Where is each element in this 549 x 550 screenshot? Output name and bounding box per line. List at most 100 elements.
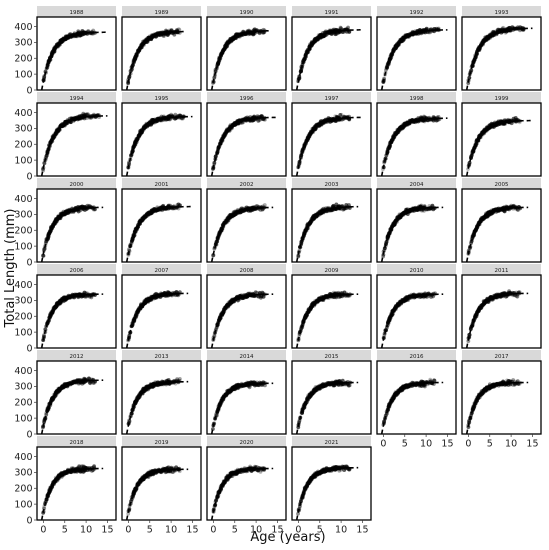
facet-panel-1998: 1998 — [376, 92, 457, 177]
y-tick-label: 300 — [14, 296, 32, 307]
facet-strip-label: 2008 — [240, 268, 254, 274]
facet-panel-1993: 1993 — [461, 6, 542, 91]
facet-strip-label: 1991 — [325, 10, 339, 16]
facet-panel-frame — [206, 188, 287, 263]
facet-strip-label: 1995 — [155, 96, 169, 102]
facet-panel-frame — [376, 274, 457, 349]
data-point — [43, 69, 48, 74]
facet-panel-frame — [121, 16, 202, 91]
y-tick-label: 200 — [14, 312, 32, 323]
y-tick-label: 400 — [14, 108, 32, 119]
fit-line-observed — [46, 31, 95, 66]
facet-strip-label: 1993 — [495, 10, 509, 16]
facet-panel-1995: 1995 — [121, 92, 202, 177]
facet-panel-2004: 2004 — [376, 178, 457, 263]
data-point — [177, 27, 182, 32]
facet-strip-label: 2002 — [240, 182, 254, 188]
facet-strip-label: 2001 — [155, 182, 169, 188]
facet-panel-frame — [291, 188, 372, 263]
data-point — [43, 69, 48, 74]
y-tick-label: 400 — [14, 280, 32, 291]
facet-panel-frame — [36, 102, 117, 177]
facet-panel-1992: 1992 — [376, 6, 457, 91]
facet-strip-label: 2007 — [155, 268, 169, 274]
y-tick-label: 200 — [14, 140, 32, 151]
facet-strip — [207, 6, 286, 17]
facet-panel-frame — [206, 102, 287, 177]
data-point — [176, 27, 181, 31]
facet-panel-frame — [376, 188, 457, 263]
y-tick-label: 0 — [26, 171, 32, 182]
y-tick-label: 300 — [14, 38, 32, 49]
y-tick-label: 100 — [14, 327, 32, 338]
facet-panel-frame — [291, 102, 372, 177]
y-tick-label: 300 — [14, 210, 32, 221]
facet-panel-frame — [376, 16, 457, 91]
data-point — [91, 28, 96, 33]
y-tick-label: 400 — [14, 194, 32, 205]
facet-strip-label: 1998 — [410, 96, 424, 102]
facet-panel-frame — [291, 16, 372, 91]
facet-panel-frame — [36, 274, 117, 349]
facet-panel-2005: 2005 — [461, 178, 542, 263]
facet-panel-frame — [461, 102, 542, 177]
data-point — [127, 161, 131, 166]
facet-panel-frame — [121, 102, 202, 177]
data-point — [262, 203, 267, 207]
facet-panel-2009: 2009 — [291, 264, 372, 349]
y-tick-label: 0 — [26, 85, 32, 96]
data-point — [127, 76, 131, 80]
facet-panel-2000: 2000 0 100 200 300 400 — [14, 178, 117, 268]
facet-panel-1991: 1991 — [291, 6, 372, 91]
facet-panel-frame — [291, 274, 372, 349]
facet-panel-2010: 2010 — [376, 264, 457, 349]
facet-panel-1996: 1996 — [206, 92, 287, 177]
facet-strip-label: 2004 — [410, 182, 424, 188]
y-tick-label: 100 — [14, 69, 32, 80]
y-tick-label: 0 — [26, 343, 32, 354]
facet-strip-label: 1994 — [70, 96, 84, 102]
y-tick-label: 200 — [14, 226, 32, 237]
data-point — [346, 25, 350, 30]
facet-strip-label: 1997 — [325, 96, 339, 102]
facet-panel-2008: 2008 — [206, 264, 287, 349]
facet-panel-1988: 1988 0 100 200 300 400 — [14, 6, 117, 96]
facet-strip-label: 2000 — [70, 182, 84, 188]
facet-panel-1994: 1994 0 100 200 300 400 — [14, 92, 117, 182]
facet-panel-1989: 1989 — [121, 6, 202, 91]
y-tick-label: 0 — [26, 257, 32, 268]
facet-panel-frame — [376, 102, 457, 177]
y-tick-label: 400 — [14, 22, 32, 33]
facet-strip-label: 2003 — [325, 182, 339, 188]
facet-panel-1997: 1997 — [291, 92, 372, 177]
facet-panel-frame — [36, 16, 117, 91]
facet-panel-frame — [206, 16, 287, 91]
y-tick-label: 300 — [14, 124, 32, 135]
facet-strip-label: 1989 — [155, 10, 169, 16]
facet-panel-frame — [121, 188, 202, 263]
data-point — [129, 68, 134, 72]
y-axis-title: Total Length (mm) — [3, 209, 18, 329]
facet-strip-label: 1996 — [240, 96, 254, 102]
facet-panel-2007: 2007 — [121, 264, 202, 349]
fit-line-observed — [131, 30, 180, 66]
y-tick-label: 200 — [14, 54, 32, 65]
facet-panel-1999: 1999 — [461, 92, 542, 177]
facet-panel-frame — [461, 188, 542, 263]
facet-strip-label: 2009 — [325, 268, 339, 274]
facet-panel-frame — [121, 274, 202, 349]
facet-panel-frame — [206, 274, 287, 349]
facet-panel-2003: 2003 — [291, 178, 372, 263]
data-point — [42, 75, 47, 80]
facet-strip-label: 1992 — [410, 10, 424, 16]
facet-strip-label: 2010 — [410, 268, 424, 274]
y-tick-label: 100 — [14, 241, 32, 252]
facet-strip-label: 1988 — [70, 10, 84, 16]
facet-panel-2002: 2002 — [206, 178, 287, 263]
facet-panel-1990: 1990 — [206, 6, 287, 91]
facet-strip — [122, 6, 201, 17]
y-tick-label: 100 — [14, 155, 32, 166]
x-axis-title: Age (years) — [250, 530, 325, 545]
